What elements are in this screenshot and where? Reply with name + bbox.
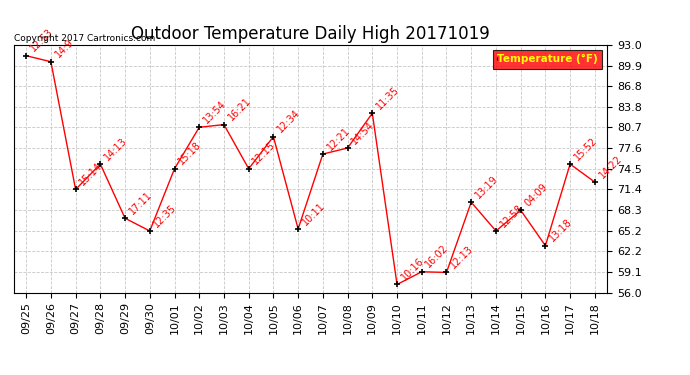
- Text: 15:18: 15:18: [177, 140, 204, 167]
- Text: 16:02: 16:02: [424, 243, 451, 270]
- Legend: Temperature (°F): Temperature (°F): [493, 50, 602, 69]
- Text: 16:21: 16:21: [226, 96, 253, 123]
- Text: 15:14: 15:14: [77, 161, 104, 188]
- Text: 14:9: 14:9: [53, 38, 75, 60]
- Text: 10:16: 10:16: [399, 256, 426, 282]
- Text: 12:13: 12:13: [448, 244, 475, 270]
- Text: Copyright 2017 Cartronics.com: Copyright 2017 Cartronics.com: [14, 33, 155, 42]
- Text: 12:35: 12:35: [152, 202, 179, 229]
- Text: 10:11: 10:11: [300, 200, 327, 227]
- Text: 12:15: 12:15: [250, 140, 277, 167]
- Text: 17:11: 17:11: [127, 189, 154, 216]
- Text: 15:52: 15:52: [572, 135, 599, 162]
- Text: 12:53: 12:53: [28, 27, 55, 54]
- Text: 12:34: 12:34: [275, 108, 302, 135]
- Text: 04:09: 04:09: [522, 182, 549, 208]
- Text: 13:54: 13:54: [201, 99, 228, 125]
- Text: 13:19: 13:19: [473, 174, 500, 200]
- Text: 13:18: 13:18: [547, 217, 574, 244]
- Text: 12:21: 12:21: [325, 125, 352, 152]
- Text: 11:35: 11:35: [374, 84, 401, 111]
- Text: 14:22: 14:22: [597, 153, 624, 180]
- Text: 14:54: 14:54: [350, 119, 376, 146]
- Title: Outdoor Temperature Daily High 20171019: Outdoor Temperature Daily High 20171019: [131, 26, 490, 44]
- Text: 12:58: 12:58: [498, 202, 525, 229]
- Text: 14:13: 14:13: [102, 135, 129, 162]
